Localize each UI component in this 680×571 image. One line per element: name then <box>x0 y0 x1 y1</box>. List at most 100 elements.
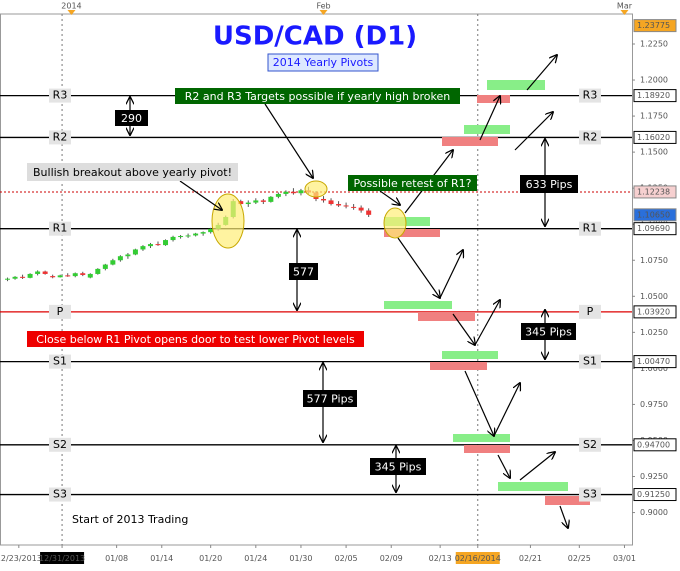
pivot-name: S3 <box>53 488 67 501</box>
arrows <box>130 55 568 528</box>
annotation: Start of 2013 Trading <box>72 513 188 526</box>
pivot-name-box <box>579 304 601 319</box>
candle-body <box>12 276 18 279</box>
pivot-name-box <box>579 354 601 369</box>
pivot-name-box <box>49 221 71 236</box>
candle-body <box>238 201 244 205</box>
annotation-box <box>520 175 578 193</box>
pivot-name-box <box>579 130 601 145</box>
pivot-value-box <box>633 222 677 236</box>
pivot-name: S3 <box>583 488 597 501</box>
plot-frame <box>0 13 633 546</box>
x-tick-label: 01/14 <box>150 554 173 563</box>
candle-body <box>185 235 191 237</box>
y-tick-label: 1.1750 <box>640 112 668 121</box>
candle-body <box>155 244 161 246</box>
candle-body <box>253 200 259 203</box>
candle-body <box>27 273 33 278</box>
pivot-name-box <box>49 437 71 452</box>
pivot-value: 0.94700 <box>637 440 670 449</box>
subtitle-box <box>267 53 379 72</box>
pivot-value-box <box>633 355 677 369</box>
annotation-box <box>370 458 426 475</box>
x-tick-label: 02/25 <box>568 554 591 563</box>
candle-body <box>260 200 266 202</box>
candle-body <box>72 273 78 277</box>
x-label-box <box>40 552 85 564</box>
pivot-name-box <box>49 304 71 319</box>
candle-body <box>170 236 176 241</box>
candle-body <box>20 276 26 278</box>
pivot-value-box <box>633 305 677 319</box>
annotation-box <box>115 110 148 126</box>
pivot-name: P <box>57 305 64 318</box>
x-tick-label: 02/16/2014 <box>455 554 501 563</box>
pivot-name-box <box>49 487 71 502</box>
pivot-name: R3 <box>53 89 68 102</box>
top-date-marker <box>620 10 629 15</box>
candle-body <box>268 196 274 202</box>
annotation: R2 and R3 Targets possible if yearly hig… <box>185 90 451 103</box>
pivot-value: 1.00470 <box>637 357 670 366</box>
pivot-name: S1 <box>583 355 597 368</box>
candle-body <box>290 191 296 194</box>
pivot-name-box <box>579 88 601 103</box>
top-date-label: Feb <box>316 2 330 11</box>
annotation: 290 <box>121 112 142 125</box>
candle-body <box>117 256 123 261</box>
candle-body <box>110 260 116 265</box>
candle-body <box>298 190 304 194</box>
pivot-value: 1.16020 <box>637 133 670 142</box>
annotation-box <box>521 323 576 340</box>
pivot-name: R3 <box>583 89 598 102</box>
candle-body <box>343 205 349 207</box>
annotation: Close below R1 Pivot opens door to test … <box>36 333 355 346</box>
y-tick-label: 1.2000 <box>640 76 668 85</box>
annotation: 345 Pips <box>375 461 422 474</box>
price-label: 1.10650 <box>637 210 670 219</box>
pivot-name-box <box>579 487 601 502</box>
candle-body <box>351 206 357 208</box>
top-date-marker <box>319 10 328 15</box>
y-tick-label: 1.0000 <box>640 364 668 373</box>
top-date-label: 2014 <box>61 2 81 11</box>
candle-body <box>95 268 101 274</box>
annotation: 577 Pips <box>307 393 354 406</box>
pivot-value-box <box>633 89 677 103</box>
pivot-name: R1 <box>583 222 598 235</box>
candle-body <box>200 232 206 234</box>
pivot-value-box <box>633 130 677 144</box>
pivot-name-box <box>579 221 601 236</box>
annotation: 577 <box>293 266 314 279</box>
y-tick-label: 1.1500 <box>640 148 668 157</box>
pivot-value: 1.18920 <box>637 91 670 100</box>
annotation-box <box>303 390 357 407</box>
candle-body <box>125 254 131 257</box>
candle-body <box>35 271 41 274</box>
x-tick-label: 03/01 <box>613 554 636 563</box>
candle-body <box>283 191 289 194</box>
pivot-name: P <box>587 305 594 318</box>
y-tick-label: 1.2250 <box>640 39 668 48</box>
pivot-name-box <box>49 130 71 145</box>
annotation-box <box>27 163 238 181</box>
candle-body <box>65 275 71 277</box>
candle-body <box>57 275 63 278</box>
x-tick-label: 01/08 <box>105 554 128 563</box>
annotation: Bullish breakout above yearly pivot! <box>33 166 232 179</box>
candle-body <box>80 273 86 275</box>
price-label: 1.12238 <box>637 187 670 196</box>
candle-body <box>366 210 372 215</box>
annotation-box <box>289 263 318 280</box>
candle-body <box>336 204 342 206</box>
pivot-name-box <box>49 354 71 369</box>
top-date-label: Mar <box>617 2 633 11</box>
candle-body <box>275 193 281 197</box>
candle-body <box>358 207 364 211</box>
x-tick-label: 02/09 <box>380 554 403 563</box>
price-label: 1.23775 <box>637 21 670 30</box>
candle-body <box>245 202 251 205</box>
y-tick-label: 1.0250 <box>640 328 668 337</box>
